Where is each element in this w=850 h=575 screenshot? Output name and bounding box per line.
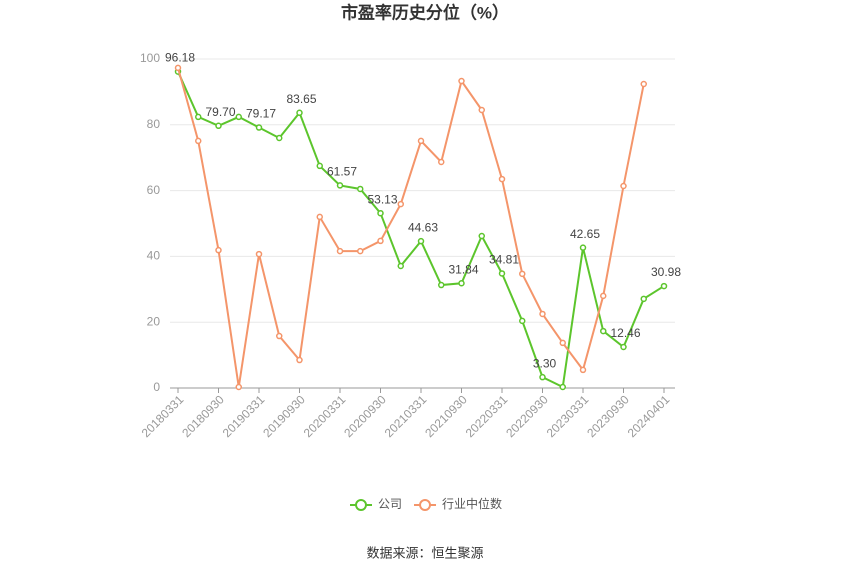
point [276,134,283,142]
x-tick-label: 20210930 [422,392,470,440]
data-label: 31.84 [448,262,478,276]
x-tick-label: 20190930 [260,392,308,440]
point [316,213,323,221]
x-tick-label: 20240401 [625,392,673,440]
point [397,200,404,208]
y-tick-label: 60 [147,183,161,197]
point [235,383,242,391]
data-label: 12.46 [610,326,640,340]
point [377,209,384,217]
point [620,343,627,351]
point [458,77,465,85]
legend-label: 行业中位数 [442,496,502,511]
data-label: 96.18 [165,51,195,65]
point [458,279,465,287]
point [215,122,222,130]
point [255,124,263,131]
point [316,162,323,170]
x-tick-label: 20220331 [463,392,511,440]
point [498,175,506,183]
point [255,250,263,258]
legend-marker [419,499,432,511]
x-tick-label: 20230331 [544,392,592,440]
x-tick-label: 20220930 [503,392,551,440]
x-tick-label: 20180930 [179,392,227,440]
point [377,237,384,245]
point [336,182,344,189]
point [397,262,404,270]
data-label: 42.65 [570,227,600,241]
point [660,282,668,290]
point [478,106,485,114]
point [519,317,526,325]
legend-marker [355,499,367,511]
data-label: 83.65 [286,92,316,106]
point [296,109,303,117]
x-tick-label: 20180331 [139,392,187,440]
point [498,270,506,277]
point [559,339,566,347]
point [579,366,587,374]
y-tick-label: 100 [140,51,160,65]
point [519,270,526,278]
data-label: 79.70 [205,105,235,119]
data-label: 53.13 [367,192,397,206]
point [620,182,627,190]
y-tick-label: 80 [147,117,161,131]
x-tick-label: 20200930 [341,392,389,440]
point [174,64,182,72]
data-label: 3.30 [533,356,557,370]
point [417,237,425,245]
x-tick-label: 20230930 [584,392,632,440]
data-label: 79.17 [246,107,276,121]
point [539,310,546,318]
point [296,356,303,364]
point [559,383,566,391]
point [336,247,344,255]
point [235,113,242,121]
point [195,137,202,145]
point [357,185,364,193]
series-line [177,67,645,388]
point [640,80,647,88]
point [195,113,202,121]
data-label: 61.57 [327,165,357,179]
data-label: 44.63 [408,220,438,234]
point [478,232,485,240]
point [276,332,283,340]
legend-label: 公司 [378,497,402,511]
y-tick-label: 0 [153,380,160,394]
point [357,247,364,255]
point [438,281,445,289]
point [539,373,546,381]
source: 数据来源：恒生聚源 [366,545,483,560]
data-label: 34.81 [489,253,519,267]
point [215,246,222,254]
point [438,158,445,166]
x-tick-label: 20190331 [220,392,268,440]
y-tick-label: 40 [147,249,161,263]
y-tick-label: 20 [147,314,161,328]
chart-title: 市盈率历史分位（%） [341,2,509,22]
point [579,244,587,251]
point [640,295,647,303]
point [417,137,425,145]
data-label: 30.98 [651,265,681,279]
point [600,292,607,300]
point [600,327,607,335]
x-tick-label: 20210331 [382,392,430,440]
x-tick-label: 20200331 [301,392,349,440]
